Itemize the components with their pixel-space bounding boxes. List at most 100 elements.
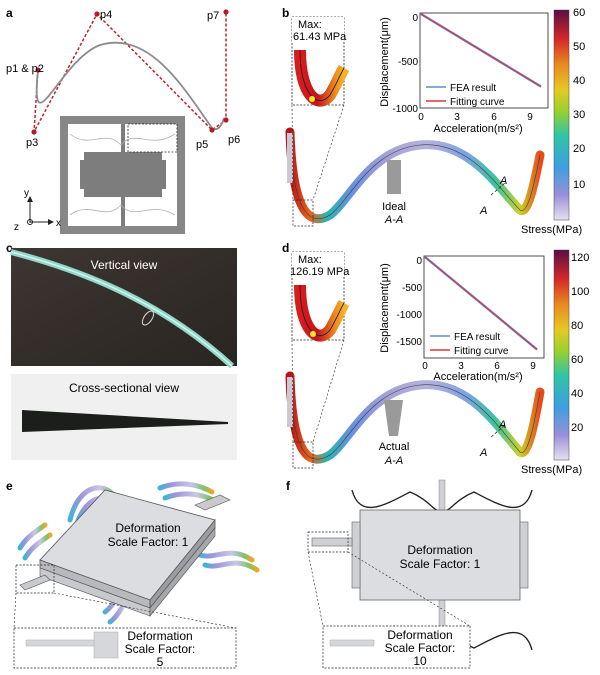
- zoom-line2-f: Scale Factor:: [385, 641, 456, 655]
- cbar-b-tick-4: 20: [573, 143, 585, 155]
- max-stress-point-d: [310, 331, 316, 337]
- panel-label-e: e: [6, 479, 13, 493]
- ytick-d-1: -500: [402, 283, 422, 294]
- ytick-b-2: -1000: [392, 104, 418, 115]
- cut-label-b1: A: [499, 175, 507, 187]
- cbar-d-tick-3: 60: [571, 354, 583, 366]
- cbar-d-tick-4: 40: [571, 388, 583, 400]
- plot-area-d: [424, 256, 538, 351]
- cbar-title-b: Stress(MPa): [521, 224, 582, 236]
- control-polygon: [33, 12, 227, 133]
- section-name-b: A-A: [384, 214, 403, 226]
- section-ideal: [387, 160, 401, 194]
- deform-line2-e: Scale Factor: 1: [108, 535, 189, 549]
- view2-label: Cross-sectional view: [69, 381, 179, 395]
- panel-label-b: b: [282, 6, 289, 20]
- label-p1p2: p1 & p2: [6, 63, 44, 75]
- deform-line1-f: Deformation: [407, 543, 472, 557]
- max-label-b: Max:: [298, 19, 322, 31]
- label-p4: p4: [100, 9, 112, 21]
- max-label-d: Max:: [298, 254, 322, 266]
- control-point-p7: [223, 9, 229, 15]
- stress-beam-d: [285, 371, 545, 464]
- plot-area-b: [420, 12, 542, 88]
- cut-label-d1: A: [498, 419, 506, 431]
- axis-y-label: y: [24, 188, 29, 199]
- cbar-b-tick-2: 40: [573, 75, 585, 87]
- ytick-b-1: -500: [398, 57, 418, 68]
- zoom-line1-e: Deformation: [127, 629, 192, 643]
- cbar-b-tick-1: 50: [573, 41, 585, 53]
- control-point-p4: [94, 11, 100, 17]
- xtick-b-1: 3: [454, 112, 460, 123]
- cbar-b-tick-5: 10: [573, 179, 585, 191]
- panel-f: f Deformation Scale Factor: 1 Deformatio…: [286, 479, 533, 669]
- cut-label-b2: A: [479, 205, 487, 217]
- legend-fea-b: FEA result: [450, 83, 496, 94]
- xtick-d-3: 9: [530, 361, 536, 372]
- cbar-b-tick-3: 30: [573, 109, 585, 121]
- ytick-b-0: 0: [412, 13, 418, 24]
- plot-frame-b: [419, 12, 549, 109]
- zoom-line3-f: 10: [413, 654, 427, 668]
- zoom-box-f: [322, 625, 471, 669]
- panel-b: b Max: 61.43 MPa Ideal A-A A A Displacem…: [282, 6, 585, 236]
- cbar-d-tick-1: 100: [571, 286, 589, 298]
- xtick-d-2: 6: [494, 361, 500, 372]
- axis-x-label: x: [56, 218, 61, 229]
- deform-line2-f: Scale Factor: 1: [400, 557, 481, 571]
- ytick-d-0: 0: [416, 256, 422, 267]
- xlabel-b: Acceleration(m/s²): [433, 123, 522, 135]
- colorbar-b: [553, 9, 570, 221]
- legend-fit-b: Fitting curve: [450, 97, 505, 108]
- cbar-d-tick-0: 120: [571, 252, 589, 264]
- section-actual: [384, 400, 403, 436]
- max-value-d: 126.19 MPa: [290, 266, 350, 278]
- beam-curve: [35, 41, 225, 131]
- control-point-p5: [209, 127, 215, 133]
- panel-label-c: c: [6, 241, 13, 255]
- cross-section-shape: [22, 410, 228, 432]
- xtick-b-3: 9: [527, 112, 533, 123]
- legend-fit-d: Fitting curve: [454, 346, 509, 357]
- section-name-d: A-A: [384, 455, 403, 467]
- zoom-line3-e: 5: [157, 655, 164, 669]
- proof-mass-f: [359, 509, 521, 601]
- anchor-b: [287, 133, 293, 183]
- cbar-d-tick-5: 20: [571, 422, 583, 434]
- cut-label-d2: A: [479, 447, 487, 459]
- control-point-p1: [35, 67, 41, 73]
- xtick-b-2: 6: [491, 112, 497, 123]
- panel-label-d: d: [282, 241, 289, 255]
- series-line-d-1: [424, 256, 538, 350]
- axes-symbol: y z x: [14, 188, 61, 233]
- zoom-box: [127, 123, 178, 153]
- xtick-d-1: 3: [458, 361, 464, 372]
- label-p3: p3: [26, 137, 38, 149]
- panel-e: e Deformation Scale Factor: 1: [6, 479, 260, 669]
- label-p5: p5: [196, 139, 208, 151]
- view1-label: Vertical view: [91, 258, 158, 272]
- xtick-d-0: 0: [422, 361, 428, 372]
- colorbar-d: [553, 249, 570, 461]
- max-stress-point-b: [309, 96, 315, 102]
- proof-mass-e: [19, 489, 231, 617]
- label-p6: p6: [228, 134, 240, 146]
- label-p7: p7: [207, 10, 219, 22]
- zoom-line1-f: Deformation: [387, 628, 452, 642]
- control-point-p6: [223, 117, 229, 123]
- device-schematic: [60, 116, 185, 234]
- deform-line1-e: Deformation: [115, 521, 180, 535]
- ylabel-d: Displacement(μm): [379, 263, 391, 352]
- control-point-p3: [31, 129, 37, 135]
- anchor-d: [287, 377, 293, 427]
- inset-chart-b: Displacement(μm) Acceleration(m/s²) 0 -5…: [379, 12, 549, 135]
- inset-chart-d: Displacement(μm) Acceleration(m/s²) 0 -5…: [379, 255, 545, 383]
- xlabel-d: Acceleration(m/s²): [433, 371, 522, 383]
- panel-d: d Max: 126.19 MPa Actual A-A A A Displac…: [282, 241, 589, 476]
- cbar-b-tick-0: 60: [573, 7, 585, 19]
- section-title-b: Ideal: [382, 201, 406, 213]
- cbar-title-d: Stress(MPa): [521, 464, 582, 476]
- zoom-box-e: [13, 627, 237, 669]
